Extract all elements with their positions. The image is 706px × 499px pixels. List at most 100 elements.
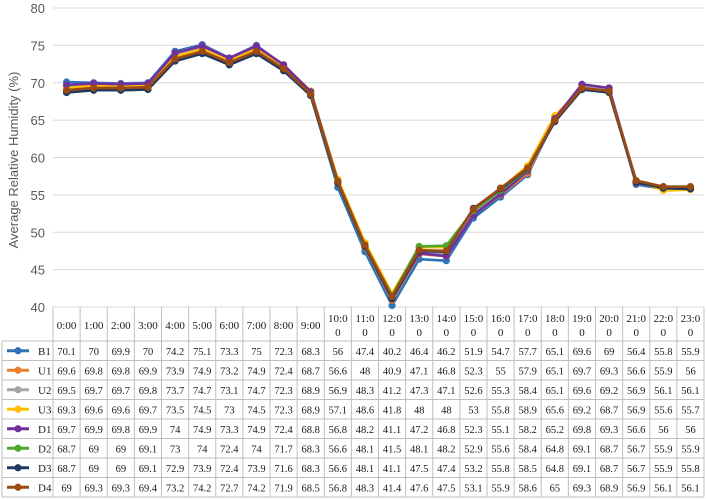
data-label: 69	[116, 464, 127, 475]
data-label: 52.3	[464, 425, 482, 436]
data-label: 74.9	[193, 425, 211, 436]
data-label: 69.2	[600, 386, 618, 397]
data-label: 55.3	[491, 386, 509, 397]
x-tick-label: 0	[389, 327, 395, 339]
data-label: 56.6	[627, 425, 645, 436]
data-label: 48	[414, 405, 425, 416]
data-label: 57.1	[329, 405, 347, 416]
data-label: 73.5	[166, 405, 184, 416]
data-label: 58.4	[519, 444, 538, 455]
data-label: 69.7	[139, 405, 157, 416]
legend-key-marker	[14, 444, 22, 452]
data-label: 68.3	[302, 464, 320, 475]
data-label: 73.3	[220, 347, 238, 358]
data-label: 47.1	[437, 386, 455, 397]
data-label: 46.2	[437, 347, 455, 358]
data-label: 48.1	[356, 464, 374, 475]
data-label: 68.9	[302, 386, 320, 397]
data-label: 69	[116, 444, 127, 455]
x-tick-label: 0	[335, 327, 341, 339]
x-tick-label: 3:00	[138, 320, 158, 332]
data-label: 56	[685, 425, 696, 436]
data-label: 52.3	[464, 366, 482, 377]
data-label: 72.4	[274, 425, 293, 436]
data-label: 47.4	[437, 464, 456, 475]
data-label: 48.6	[356, 405, 374, 416]
data-label: 71.6	[274, 464, 292, 475]
data-label: 69.3	[112, 483, 130, 494]
data-label: 55.1	[491, 425, 509, 436]
data-label: 72.4	[274, 366, 293, 377]
data-label: 54.7	[491, 347, 509, 358]
data-point	[171, 55, 179, 63]
data-label: 71.9	[274, 483, 292, 494]
x-tick-label: 0	[661, 327, 667, 339]
data-label: 56.6	[329, 464, 347, 475]
data-label: 55.8	[681, 464, 699, 475]
data-label: 41.4	[383, 483, 402, 494]
data-label: 46.4	[410, 347, 429, 358]
data-label: 69	[88, 464, 99, 475]
y-axis-label: Average Relative Humidity (%)	[6, 72, 21, 249]
data-point	[171, 49, 179, 57]
data-label: 55.8	[654, 347, 672, 358]
x-tick-label: 1:00	[84, 320, 104, 332]
data-label: 48.1	[356, 444, 374, 455]
x-tick-label: 23:0	[681, 313, 701, 325]
data-label: 56.6	[627, 366, 645, 377]
x-tick-label: 9:00	[301, 320, 321, 332]
y-tick-label: 50	[31, 225, 45, 240]
x-tick-label: 0	[471, 327, 477, 339]
data-label: 52.9	[464, 444, 482, 455]
data-label: 56.1	[681, 386, 699, 397]
x-tick-label: 0	[444, 327, 450, 339]
data-table: 0:00 1:00 2:00 3:00 4:00 5:00 6:00 7:00 8:00 9:00…	[1, 307, 705, 498]
data-label: 69.9	[139, 366, 157, 377]
data-label: 74.2	[166, 347, 184, 358]
data-label: 73	[224, 405, 235, 416]
data-label: 47.1	[410, 366, 428, 377]
y-tick-label: 55	[31, 188, 45, 203]
series-u1	[62, 42, 695, 304]
data-point	[388, 301, 396, 310]
data-label: 69	[88, 444, 99, 455]
data-label: 75.1	[193, 347, 211, 358]
legend-key-marker	[14, 405, 22, 413]
data-label: 53.2	[464, 464, 482, 475]
y-tick-label: 80	[31, 1, 45, 16]
series-d4	[62, 47, 695, 301]
data-label: 74	[251, 444, 262, 455]
data-label: 65.2	[546, 425, 564, 436]
x-tick-label: 7:00	[247, 320, 267, 332]
y-tick-label: 70	[31, 76, 45, 91]
data-point	[605, 87, 613, 95]
data-point	[198, 42, 206, 50]
x-tick-label: 0	[416, 327, 422, 339]
data-label: 55.9	[491, 483, 509, 494]
legend-series-name: U2	[38, 385, 51, 397]
series-u3	[62, 45, 695, 298]
data-label: 69.7	[112, 386, 130, 397]
series-d1	[62, 42, 695, 303]
x-tick-label: 10:0	[328, 313, 348, 325]
data-point	[279, 64, 288, 73]
data-label: 69.3	[600, 425, 618, 436]
data-label: 58.5	[519, 464, 537, 475]
data-label: 56.6	[329, 444, 347, 455]
data-label: 70	[88, 347, 99, 358]
data-label: 55.6	[654, 405, 672, 416]
legend-series-name: U3	[38, 404, 52, 416]
data-label: 72.7	[220, 483, 238, 494]
data-label: 73	[170, 444, 181, 455]
data-label: 58.2	[519, 425, 537, 436]
data-label: 75	[251, 347, 262, 358]
y-tick-label: 75	[31, 38, 45, 53]
series-lines	[62, 41, 695, 310]
data-point	[90, 84, 98, 92]
data-label: 69.7	[85, 386, 103, 397]
y-tick-label: 40	[31, 300, 45, 315]
data-label: 68.5	[302, 483, 320, 494]
data-label: 68.9	[302, 405, 320, 416]
x-tick-label: 0	[362, 327, 368, 339]
